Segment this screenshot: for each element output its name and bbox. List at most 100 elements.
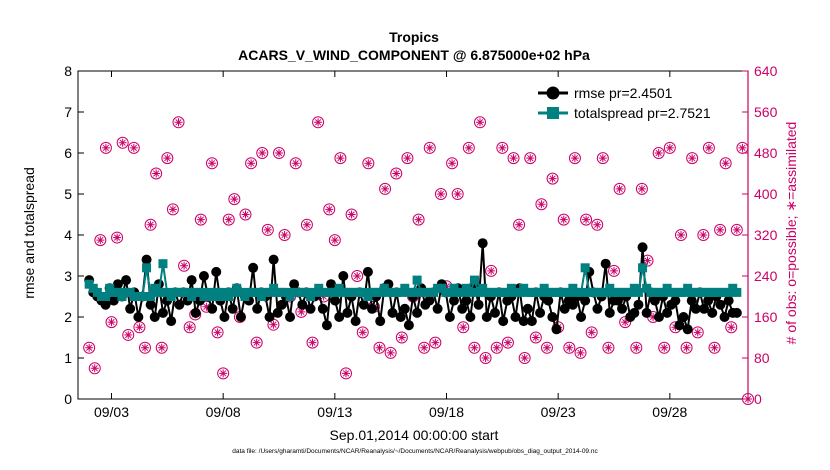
obs-assimilated-star [220,370,227,377]
obs-assimilated-star [510,154,517,162]
series-point-rmse [211,266,222,277]
series-point-rmse [125,303,136,314]
obs-count-marker [507,152,520,165]
obs-assimilated-star [247,160,255,167]
obs-possible-circle [451,188,464,200]
obs-count-marker [630,341,643,354]
obs-assimilated-star [722,160,729,167]
obs-assimilated-star [733,226,740,234]
obs-possible-circle [462,141,475,154]
obs-possible-circle [608,264,620,277]
obs-count-marker [591,218,604,231]
obs-count-marker [663,141,676,154]
obs-assimilated-star [694,329,701,336]
obs-assimilated-star [331,236,338,244]
series-point-rmse [649,295,660,306]
obs-count-marker [702,141,715,154]
obs-assimilated-star [454,190,461,198]
obs-possible-circle [730,223,743,236]
obs-assimilated-star [208,160,216,167]
series-point-rmse [481,312,492,322]
obs-possible-circle [434,188,447,200]
series-point-rmse [297,299,308,310]
obs-assimilated-star [136,324,143,331]
series-point-totalspread [638,263,648,273]
obs-possible-circle [183,321,196,334]
obs-count-marker [178,259,191,272]
left-tick-label: 2 [64,309,72,325]
obs-count-marker [172,116,185,129]
obs-possible-circle [139,341,151,354]
x-axis-label: Sep.01,2014 00:00:00 start [330,427,499,443]
obs-count-marker [133,321,146,334]
obs-possible-circle [127,141,140,154]
obs-assimilated-star [303,221,311,228]
obs-possible-circle [99,141,112,154]
series-point-rmse [580,295,591,306]
series-point-rmse [350,316,361,327]
obs-assimilated-star [504,339,512,346]
series-point-rmse [662,307,673,318]
obs-possible-circle [714,223,727,236]
obs-count-marker [485,264,498,277]
series-point-rmse [235,312,246,322]
obs-count-marker [468,341,481,354]
obs-count-marker [373,341,386,354]
series-point-rmse [719,312,730,322]
obs-assimilated-star [599,154,606,162]
series-point-rmse [186,275,197,286]
obs-count-marker [434,188,447,200]
obs-possible-circle [474,116,486,129]
x-tick-label: 09/13 [317,404,352,420]
obs-possible-circle [261,223,274,236]
obs-count-marker [635,182,648,195]
obs-possible-circle [524,152,537,165]
obs-assimilated-star [102,144,110,152]
obs-possible-circle [178,259,191,272]
series-point-rmse [535,307,546,318]
obs-possible-circle [155,341,168,354]
obs-assimilated-star [426,144,433,152]
series-point-rmse [518,316,529,327]
series-point-totalspread [101,292,111,301]
series-point-rmse [510,312,521,322]
obs-possible-circle [563,341,576,354]
obs-count-marker [222,213,235,226]
obs-count-marker [289,157,302,170]
obs-count-marker [83,341,96,354]
obs-possible-circle [351,270,364,282]
obs-possible-circle [228,193,241,206]
obs-possible-circle [613,182,626,195]
obs-possible-circle [250,336,263,349]
obs-possible-circle [194,213,207,226]
obs-count-marker [563,341,576,354]
obs-count-marker [139,341,151,354]
obs-count-marker [680,341,693,354]
obs-count-marker [730,223,743,236]
series-point-rmse [457,303,468,314]
obs-count-marker [418,341,431,354]
series-point-rmse [670,295,681,306]
obs-assimilated-star [169,206,177,213]
obs-possible-circle [384,346,397,359]
series-point-rmse [699,303,710,314]
obs-count-marker [585,326,598,339]
obs-count-marker [496,141,509,154]
obs-assimilated-star [292,160,299,167]
obs-count-marker [518,352,531,364]
obs-possible-circle [206,157,218,170]
obs-assimilated-star [543,344,551,351]
obs-assimilated-star [476,119,484,126]
right-tick-label: 560 [754,104,778,120]
obs-count-marker [557,213,570,226]
obs-possible-circle [446,157,459,170]
obs-possible-circle [529,331,542,344]
obs-possible-circle [328,234,341,247]
right-tick-label: 80 [754,350,770,366]
series-point-rmse [227,303,238,314]
series-point-rmse [424,295,435,306]
series-point-rmse [498,316,509,327]
series-point-rmse [121,275,132,286]
obs-assimilated-star [566,344,573,351]
obs-count-marker [490,341,503,354]
